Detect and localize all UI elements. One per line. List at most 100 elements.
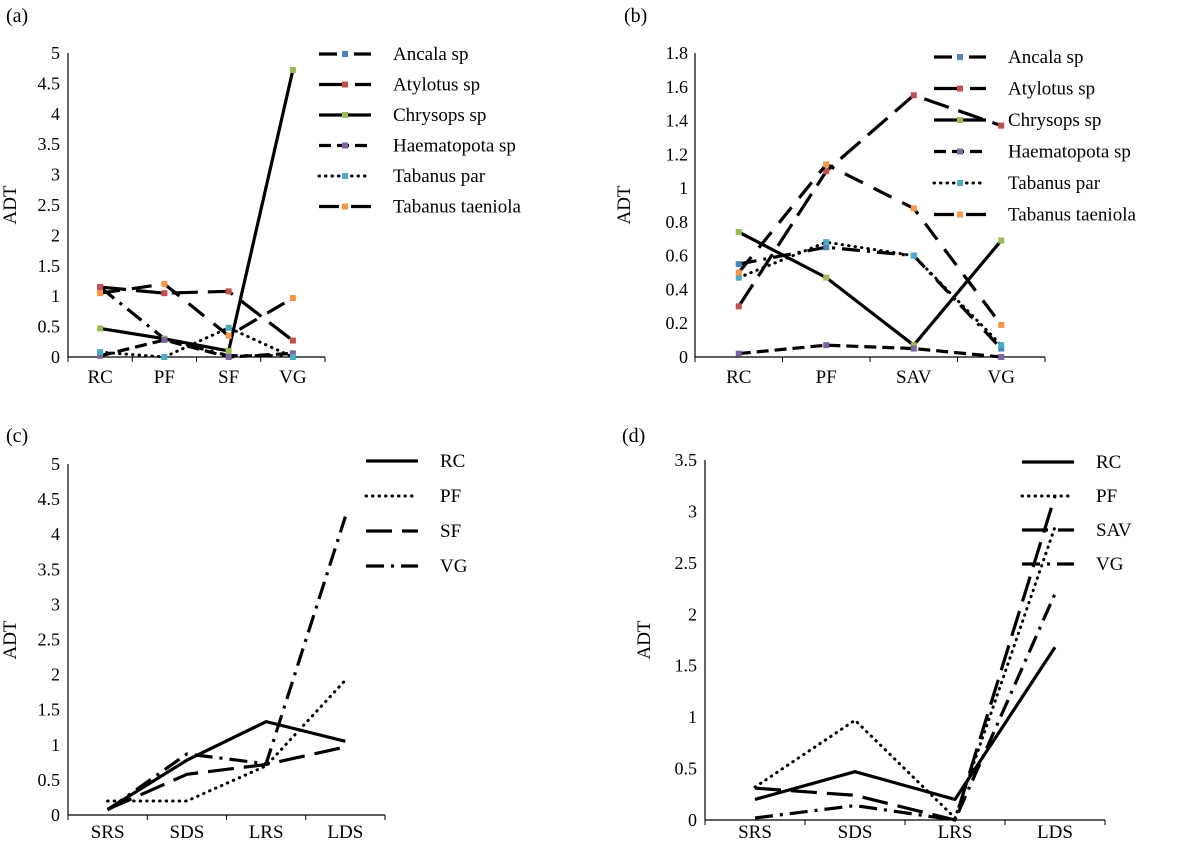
- legend-label-tabanus-par: Tabanus par: [393, 166, 486, 187]
- x-tick-label: LDS: [1037, 822, 1073, 843]
- y-tick-label: 4: [51, 104, 60, 124]
- legend-label-chrysops-sp: Chrysops sp: [1008, 110, 1101, 131]
- legend-label-atylotus-sp: Atylotus sp: [393, 75, 480, 96]
- legend: Ancala sp Atylotus sp Chrysops sp Haematopo…: [932, 47, 1136, 226]
- y-tick-label: 3.5: [675, 450, 698, 470]
- panel-label: (b): [624, 5, 647, 27]
- legend-label-pf: PF: [440, 486, 461, 507]
- x-tick-label: PF: [154, 367, 175, 388]
- y-tick-label: 0.5: [38, 770, 61, 790]
- legend-marker-tabanus-taeniola: [342, 203, 348, 210]
- data-point-haematopota-sp: [998, 354, 1005, 360]
- y-tick-label: 1.2: [666, 144, 689, 164]
- data-point-ancala-sp: [823, 244, 830, 251]
- series-line-chrysops-sp: [99, 69, 295, 353]
- y-tick-label: 0: [688, 810, 697, 830]
- data-point-atylotus-sp: [998, 122, 1005, 129]
- x-tick-label: LDS: [327, 822, 363, 843]
- y-axis-label: ADT: [634, 620, 655, 659]
- x-tick-label: SDS: [169, 822, 204, 843]
- legend-marker-atylotus-sp: [957, 85, 963, 92]
- x-tick-label: VG: [988, 367, 1016, 388]
- series-line-chrysops-sp: [738, 230, 1003, 347]
- data-point-atylotus-sp: [225, 288, 232, 295]
- data-point-chrysops-sp: [97, 325, 104, 332]
- data-point-tabanus-par: [97, 349, 104, 356]
- x-tick-label: LRS: [249, 822, 284, 843]
- data-point-tabanus-taeniola: [161, 281, 168, 288]
- series-line-atylotus-sp: [99, 285, 294, 342]
- legend-marker-tabanus-par: [957, 180, 963, 186]
- data-point-ancala-sp: [998, 345, 1005, 352]
- data-point-haematopota-sp: [289, 350, 296, 357]
- x-tick-label: SRS: [738, 822, 772, 843]
- legend-label-sav: SAV: [1096, 520, 1132, 541]
- y-tick-label: 0.5: [38, 317, 61, 337]
- y-tick-label: 0.4: [666, 279, 689, 299]
- legend-marker-haematopota-sp: [342, 142, 348, 149]
- legend-label-atylotus-sp: Atylotus sp: [1008, 79, 1095, 100]
- legend: Ancala sp Atylotus sp Chrysops sp Haematopo…: [317, 44, 521, 218]
- data-point-chrysops-sp: [225, 347, 232, 354]
- y-tick-label: 0.6: [666, 246, 689, 266]
- y-tick-label: 3: [51, 165, 60, 185]
- y-tick-label: 3: [688, 501, 697, 521]
- series-line-sf: [106, 745, 346, 811]
- data-point-tabanus-par: [735, 274, 742, 281]
- data-point-chrysops-sp: [735, 229, 742, 236]
- y-tick-label: 0.2: [666, 313, 689, 333]
- y-tick-label: 4.5: [38, 73, 61, 93]
- legend-label-tabanus-par: Tabanus par: [1008, 173, 1101, 194]
- series-line-vg: [754, 593, 1057, 822]
- data-point-tabanus-taeniola: [735, 269, 742, 276]
- data-point-haematopota-sp: [735, 350, 742, 357]
- data-point-atylotus-sp: [289, 337, 296, 344]
- y-tick-label: 0: [51, 805, 60, 825]
- legend-marker-chrysops-sp: [957, 117, 963, 123]
- legend-label-rc: RC: [1096, 452, 1121, 473]
- y-tick-label: 1.8: [666, 43, 689, 63]
- y-tick-label: 0: [51, 347, 60, 367]
- series-line-vg: [106, 516, 347, 812]
- legend-label-tabanus-taeniola: Tabanus taeniola: [393, 197, 521, 218]
- legend-label-ancala-sp: Ancala sp: [393, 44, 468, 65]
- chart-panel-d: (d) ADT 0 0.5 1 1.5 2 2.5 3 3.5 SRS SDS LRS LDS RC PF SA…: [622, 425, 1132, 843]
- series-line-pf: [753, 525, 1057, 820]
- y-tick-label: 2.5: [38, 630, 61, 650]
- series-line-sav: [754, 495, 1057, 822]
- series-line-pf: [106, 678, 347, 803]
- data-point-atylotus-sp: [910, 92, 917, 99]
- x-tick-label: SF: [218, 367, 239, 388]
- x-tick-label: VG: [279, 367, 307, 388]
- data-point-chrysops-sp: [289, 67, 296, 74]
- legend: RC PF SAV VG: [1020, 452, 1132, 575]
- chart-panel-b: (b) ADT 0 0.2 0.4 0.6 0.8 1 1.2 1.4 1.6 1.8 RC PF SAV V…: [614, 5, 1136, 388]
- data-point-tabanus-par: [910, 252, 917, 259]
- panel-label: (c): [6, 425, 28, 447]
- legend-label-ancala-sp: Ancala sp: [1008, 47, 1083, 68]
- legend-marker-haematopota-sp: [957, 148, 963, 155]
- y-tick-label: 1.4: [666, 111, 689, 131]
- data-point-atylotus-sp: [735, 303, 742, 310]
- data-point-tabanus-taeniola: [998, 321, 1005, 328]
- legend-marker-ancala-sp: [957, 54, 963, 60]
- series-line-rc: [106, 720, 346, 811]
- y-tick-label: 1.5: [38, 256, 61, 276]
- x-tick-label: RC: [726, 367, 751, 388]
- data-point-tabanus-par: [289, 354, 296, 360]
- series-line-tabanus-par: [98, 326, 295, 359]
- x-tick-label: LRS: [938, 822, 973, 843]
- y-tick-label: 2: [51, 225, 60, 245]
- chart-panel-a: (a) ADT 0 0.5 1 1.5 2 2.5 3 3.5 4 4.5 5 RC PF SF VG Ancal…: [0, 5, 521, 388]
- legend-label-vg: VG: [1096, 554, 1124, 575]
- y-tick-label: 5: [51, 43, 60, 63]
- legend-label-vg: VG: [440, 556, 468, 577]
- data-point-atylotus-sp: [97, 284, 104, 291]
- y-tick-label: 3.5: [38, 134, 61, 154]
- data-point-haematopota-sp: [823, 342, 830, 349]
- series-line-tabanus-par: [737, 240, 1003, 347]
- legend-label-rc: RC: [440, 451, 465, 472]
- data-point-chrysops-sp: [910, 342, 917, 349]
- chart-panel-c: (c) ADT 0 0.5 1 1.5 2 2.5 3 3.5 4 4.5 5 SRS SDS LRS LDS R…: [0, 425, 468, 843]
